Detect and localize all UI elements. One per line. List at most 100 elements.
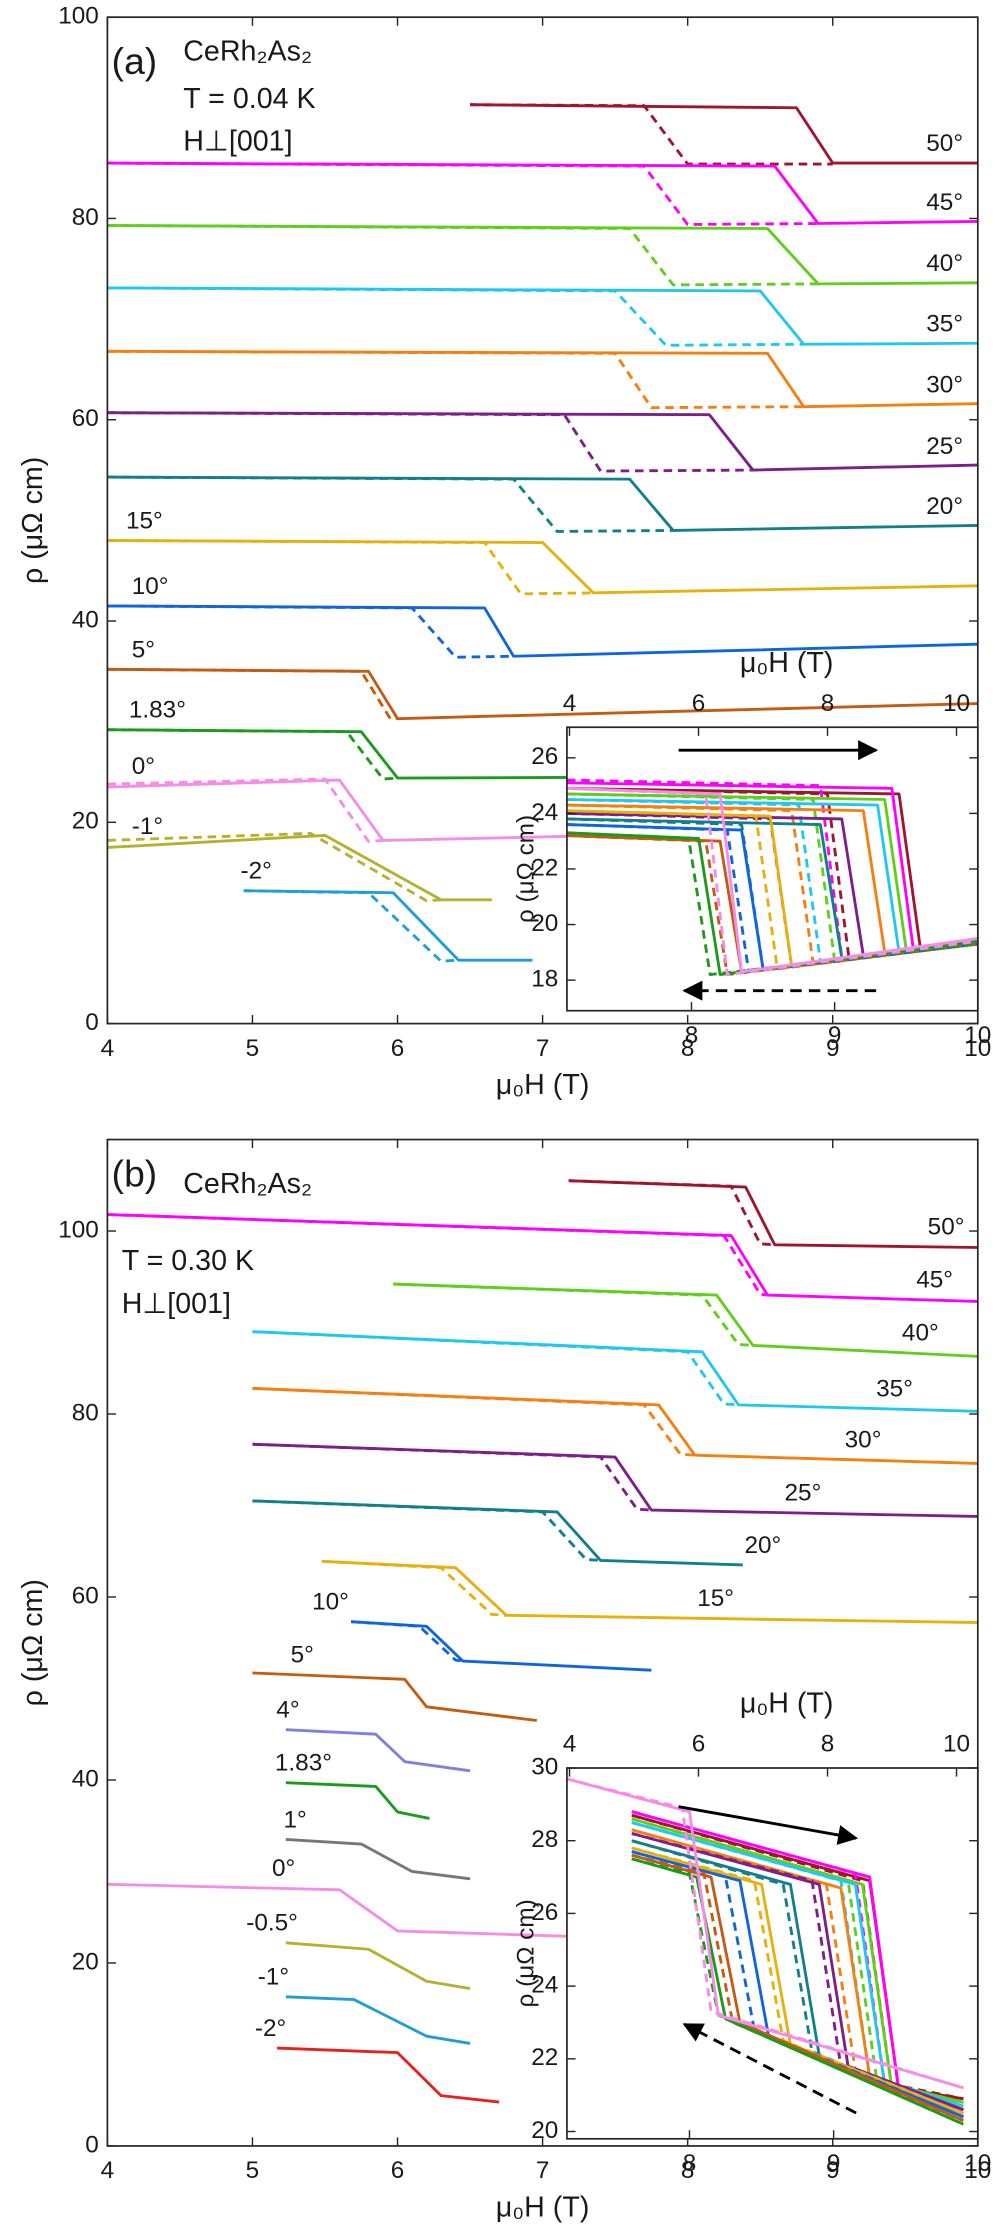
angle-label: 0° — [132, 753, 155, 780]
x2-axis-label: μ₀H (T) — [740, 1688, 834, 1720]
x-tick-label: 4 — [101, 1035, 115, 1062]
dashed-curve — [252, 1442, 652, 1512]
y-tick-label: 80 — [72, 204, 99, 231]
curves — [566, 1777, 964, 2126]
dashed-curve — [631, 1832, 964, 2112]
angle-label: -0.5° — [246, 1910, 298, 1937]
curve — [285, 1728, 471, 1773]
curve — [285, 1995, 471, 2045]
x-tick-label: 10 — [964, 1035, 991, 1062]
dashed-curve — [107, 475, 674, 533]
x-tick-label: 9 — [826, 2157, 840, 2184]
curve — [107, 1213, 978, 1303]
angle-label: 25° — [926, 433, 963, 460]
y-tick-label: 20 — [531, 2117, 558, 2144]
dashed-curve — [107, 224, 819, 287]
annotation: CeRh₂As₂ — [183, 1168, 312, 1200]
x-tick-label: 5 — [246, 1035, 260, 1062]
angle-label: 15° — [697, 1585, 734, 1612]
y-tick-label: 0 — [85, 2131, 99, 2158]
annotation: T = 0.04 K — [183, 83, 315, 115]
panel-label: (a) — [112, 40, 158, 82]
dashed-curve — [393, 1282, 754, 1347]
curve — [252, 1499, 743, 1567]
x2-tick-label: 6 — [692, 690, 706, 717]
y-tick-label: 24 — [531, 799, 558, 826]
angle-label: -1° — [132, 813, 163, 840]
y-tick-label: 20 — [72, 808, 99, 835]
curves — [107, 103, 978, 963]
x2-axis-label: μ₀H (T) — [740, 647, 834, 679]
y-tick-label: 24 — [531, 1972, 558, 1999]
y-tick-label: 100 — [58, 1216, 99, 1243]
x-tick-label: 7 — [536, 2157, 550, 2184]
angle-label: 45° — [916, 1266, 953, 1293]
angle-label: 35° — [876, 1375, 913, 1402]
y-tick-label: 20 — [72, 1948, 99, 1975]
angle-label: -2° — [241, 858, 272, 885]
angle-label: 20° — [744, 1532, 781, 1559]
y-axis-label: ρ (μΩ cm) — [512, 1899, 539, 2007]
angle-label: 1° — [283, 1806, 306, 1833]
angle-label: 50° — [928, 1214, 965, 1241]
axes-box — [566, 1767, 979, 2140]
dashed-curve — [568, 1179, 775, 1247]
inset: 8 9 10 20 22 24 26 28 304 6 8 10 μ₀H (T) ρ (μΩ cm) — [512, 1688, 991, 2177]
dashed-curve — [631, 1857, 964, 2126]
annotation: T = 0.30 K — [122, 1245, 254, 1277]
dashed-curve — [107, 1213, 768, 1297]
dashed-curve — [252, 1386, 696, 1457]
y-tick-label: 0 — [85, 1009, 99, 1036]
curves — [107, 1179, 978, 2104]
dashed-curve — [631, 1846, 964, 2115]
x2-tick-label: 10 — [943, 1731, 970, 1758]
panel-label: (b) — [112, 1153, 158, 1195]
y-tick-label: 100 — [58, 3, 99, 30]
y-tick-label: 20 — [531, 910, 558, 937]
dashed-curve — [252, 1499, 601, 1562]
sweep-arrow — [682, 2022, 857, 2115]
x-tick-label: 8 — [681, 1035, 695, 1062]
curve — [285, 1941, 471, 1990]
curves — [566, 778, 978, 976]
curve — [322, 1559, 978, 1625]
angle-label: 15° — [126, 507, 163, 534]
x-tick-label: 9 — [826, 1035, 840, 1062]
angle-label: 1.83° — [275, 1750, 332, 1777]
dashed-curve — [566, 1777, 964, 2090]
curve — [631, 1853, 964, 2122]
x-axis-label: μ₀H (T) — [496, 1069, 590, 1101]
inset: 8 9 10 18 20 22 24 264 6 8 10 μ₀H (T) ρ (μΩ cm) — [512, 647, 991, 1049]
curve — [252, 1442, 978, 1518]
sweep-arrow — [678, 1805, 859, 1845]
x2-tick-label: 4 — [563, 1731, 577, 1758]
dashed-curve — [107, 286, 804, 347]
angle-label: 10° — [132, 573, 169, 600]
curve — [107, 286, 978, 346]
curve — [252, 1330, 978, 1413]
angle-label: 25° — [785, 1480, 822, 1507]
x2-tick-label: 8 — [821, 690, 835, 717]
x-tick-label: 6 — [391, 1035, 405, 1062]
y-tick-label: 40 — [72, 606, 99, 633]
angle-label: 30° — [845, 1426, 882, 1453]
angle-label: 1.83° — [129, 697, 186, 724]
curve — [252, 1671, 537, 1722]
x2-tick-label: 8 — [821, 1731, 835, 1758]
dashed-curve — [566, 834, 978, 976]
annotation: H⊥[001] — [122, 1288, 231, 1320]
dashed-curve — [107, 161, 819, 226]
angle-label: 4° — [276, 1696, 299, 1723]
y-tick-label: 26 — [531, 743, 558, 770]
x-tick-label: 10 — [964, 2157, 991, 2184]
angle-label: 35° — [926, 310, 963, 337]
dashed-curve — [470, 103, 833, 166]
y-tick-label: 22 — [531, 2044, 558, 2071]
x-tick-label: 4 — [101, 2157, 115, 2184]
angle-label: 40° — [926, 250, 963, 277]
x-tick-label: 9 — [827, 2150, 841, 2177]
curve — [107, 833, 492, 902]
dashed-curve — [243, 889, 459, 963]
angle-label: -2° — [255, 2015, 286, 2042]
